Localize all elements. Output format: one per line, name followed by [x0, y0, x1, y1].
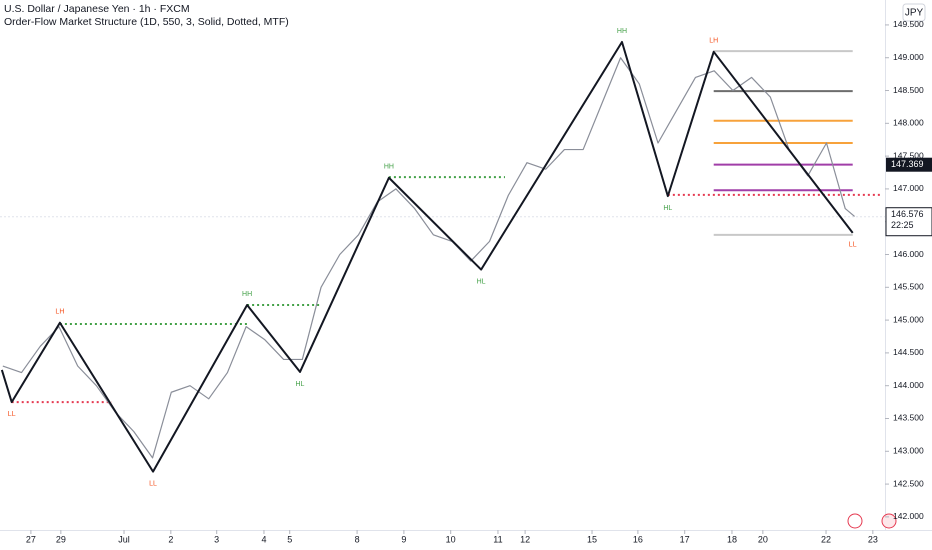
swing-label: HH — [242, 291, 252, 298]
currency-button[interactable] — [902, 3, 926, 22]
chart-title: U.S. Dollar / Japanese Yen · 1h · FXCM — [4, 3, 190, 15]
x-tick-label: 23 — [868, 534, 878, 544]
x-tick-label: 22 — [821, 534, 831, 544]
y-tick-label: 148.000 — [893, 118, 924, 128]
x-tick-label: 10 — [446, 534, 456, 544]
y-tick-label: 148.500 — [893, 85, 924, 95]
y-tick-label: 149.500 — [893, 19, 924, 29]
x-tick-label: 29 — [56, 534, 66, 544]
x-tick-label: 12 — [520, 534, 530, 544]
currency-label[interactable]: JPY — [905, 8, 924, 19]
y-tick-label: 144.500 — [893, 347, 924, 357]
alert-icon[interactable] — [847, 513, 863, 529]
y-tick-label: 145.000 — [893, 314, 924, 324]
x-tick-label: 17 — [680, 534, 690, 544]
marked-price-box — [886, 157, 932, 172]
flag-icon[interactable] — [881, 513, 897, 529]
swing-label: HL — [296, 381, 305, 388]
swing-label: LH — [709, 38, 718, 45]
x-tick-label: 11 — [493, 534, 502, 544]
x-tick-label: 20 — [758, 534, 768, 544]
x-tick-label: 9 — [401, 534, 406, 544]
x-tick-label: 3 — [214, 534, 219, 544]
y-tick-label: 149.000 — [893, 52, 924, 62]
price-line — [2, 57, 855, 459]
countdown-label: 22:25 — [891, 220, 914, 230]
swing-label: HL — [477, 278, 486, 285]
swing-label: LH — [55, 309, 64, 316]
x-tick-label: Jul — [118, 534, 130, 544]
x-tick-label: 15 — [587, 534, 597, 544]
y-tick-label: 142.000 — [893, 511, 924, 521]
y-tick-label: 145.500 — [893, 282, 924, 292]
x-tick-label: 4 — [261, 534, 266, 544]
x-tick-label: 2 — [168, 534, 173, 544]
y-tick-label: 146.000 — [893, 249, 924, 259]
marked-price-label: 147.369 — [891, 159, 924, 169]
x-tick-label: 18 — [727, 534, 737, 544]
swing-label: HL — [663, 205, 672, 212]
y-tick-label: 142.500 — [893, 478, 924, 488]
y-tick-label: 143.500 — [893, 413, 924, 423]
last-price-label: 146.576 — [891, 209, 924, 219]
indicator-title: Order-Flow Market Structure (1D, 550, 3,… — [4, 16, 289, 28]
y-tick-label: 147.000 — [893, 183, 924, 193]
x-tick-label: 27 — [26, 534, 36, 544]
x-tick-label: 16 — [633, 534, 643, 544]
y-tick-label: 143.000 — [893, 446, 924, 456]
swing-label: HH — [617, 28, 627, 35]
zigzag-line — [0, 40, 854, 473]
y-tick-label: 147.500 — [893, 150, 924, 160]
swing-label: LL — [849, 242, 857, 249]
swing-label: LL — [8, 411, 16, 418]
swing-label: LL — [149, 480, 157, 487]
last-price-box — [885, 207, 932, 237]
y-tick-label: 144.000 — [893, 380, 924, 390]
swing-label: HH — [384, 164, 394, 171]
x-tick-label: 8 — [355, 534, 360, 544]
x-tick-label: 5 — [287, 534, 292, 544]
